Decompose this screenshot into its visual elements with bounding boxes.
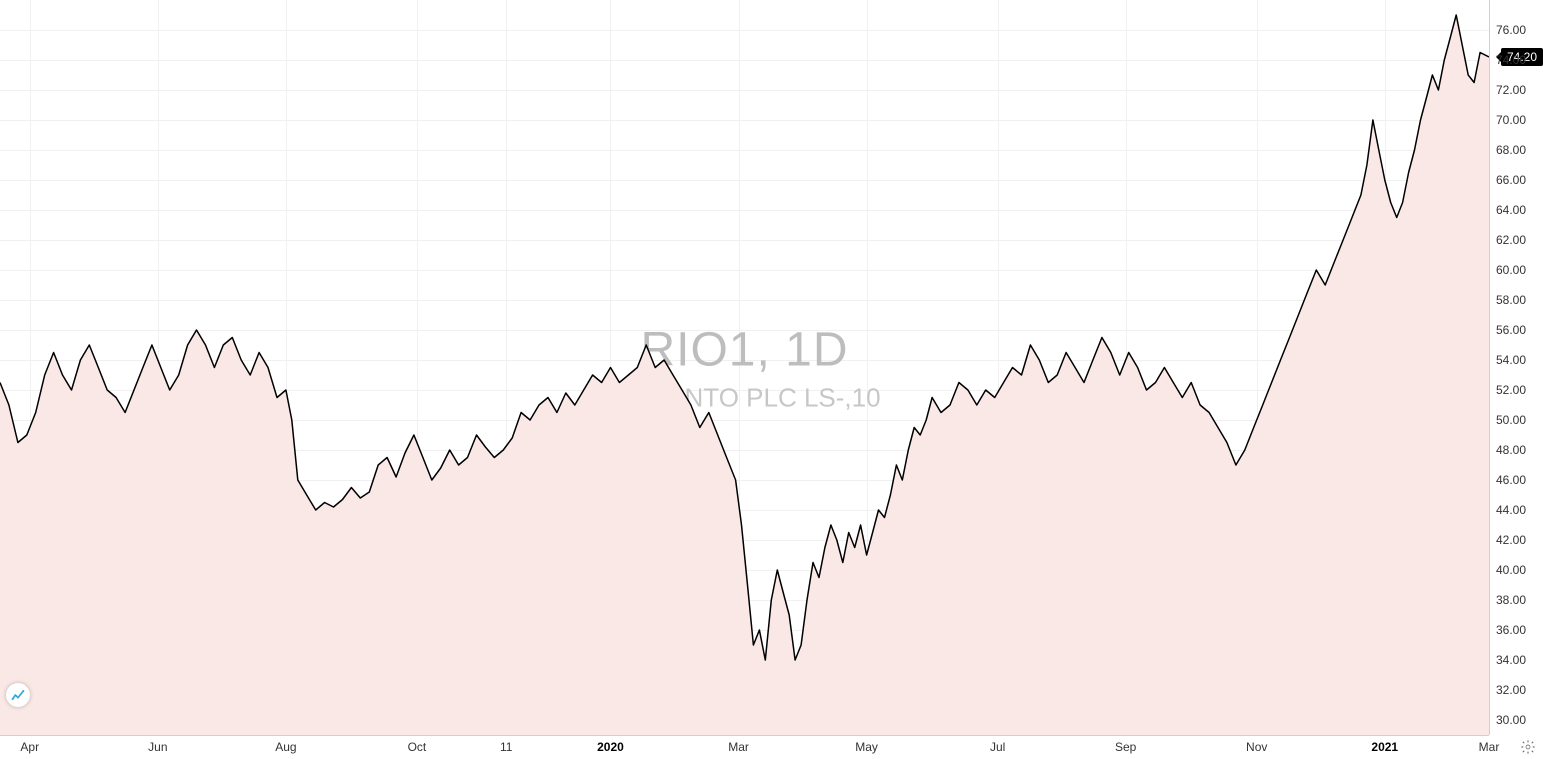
x-tick-label: Mar: [728, 740, 749, 754]
y-tick-label: 30.00: [1496, 713, 1526, 727]
y-tick-label: 74.00: [1496, 53, 1526, 67]
y-tick-label: 72.00: [1496, 83, 1526, 97]
y-tick-label: 70.00: [1496, 113, 1526, 127]
y-tick-label: 54.00: [1496, 353, 1526, 367]
x-axis[interactable]: AprJunAugOct112020MarMayJulSepNov2021Mar: [0, 735, 1489, 759]
chart-settings-icon[interactable]: [1519, 738, 1537, 756]
x-tick-label: Nov: [1246, 740, 1267, 754]
y-tick-label: 56.00: [1496, 323, 1526, 337]
y-tick-label: 62.00: [1496, 233, 1526, 247]
x-tick-label: Jul: [990, 740, 1005, 754]
y-tick-label: 58.00: [1496, 293, 1526, 307]
y-axis[interactable]: 74.20 30.0032.0034.0036.0038.0040.0042.0…: [1489, 0, 1543, 735]
x-tick-label: Mar: [1479, 740, 1500, 754]
y-tick-label: 42.00: [1496, 533, 1526, 547]
y-tick-label: 34.00: [1496, 653, 1526, 667]
chart-container: RIO1, 1D RIO TINTO PLC LS-,10 74.20 30.0…: [0, 0, 1543, 759]
x-tick-label: Sep: [1115, 740, 1136, 754]
x-tick-label: 11: [500, 740, 512, 754]
provider-logo-icon[interactable]: [6, 683, 30, 707]
y-tick-label: 60.00: [1496, 263, 1526, 277]
y-tick-label: 52.00: [1496, 383, 1526, 397]
price-line-chart: [0, 0, 1489, 735]
y-tick-label: 44.00: [1496, 503, 1526, 517]
y-tick-label: 66.00: [1496, 173, 1526, 187]
y-tick-label: 68.00: [1496, 143, 1526, 157]
x-tick-label: Oct: [408, 740, 427, 754]
y-tick-label: 38.00: [1496, 593, 1526, 607]
x-tick-label: May: [855, 740, 878, 754]
y-tick-label: 76.00: [1496, 23, 1526, 37]
x-tick-label: Jun: [148, 740, 167, 754]
y-tick-label: 36.00: [1496, 623, 1526, 637]
plot-area[interactable]: RIO1, 1D RIO TINTO PLC LS-,10: [0, 0, 1489, 735]
y-tick-label: 32.00: [1496, 683, 1526, 697]
x-tick-label: Aug: [275, 740, 296, 754]
y-tick-label: 48.00: [1496, 443, 1526, 457]
y-tick-label: 64.00: [1496, 203, 1526, 217]
y-tick-label: 50.00: [1496, 413, 1526, 427]
x-tick-label: 2020: [597, 740, 624, 754]
x-tick-label: Apr: [20, 740, 39, 754]
y-tick-label: 40.00: [1496, 563, 1526, 577]
y-tick-label: 46.00: [1496, 473, 1526, 487]
x-tick-label: 2021: [1371, 740, 1398, 754]
